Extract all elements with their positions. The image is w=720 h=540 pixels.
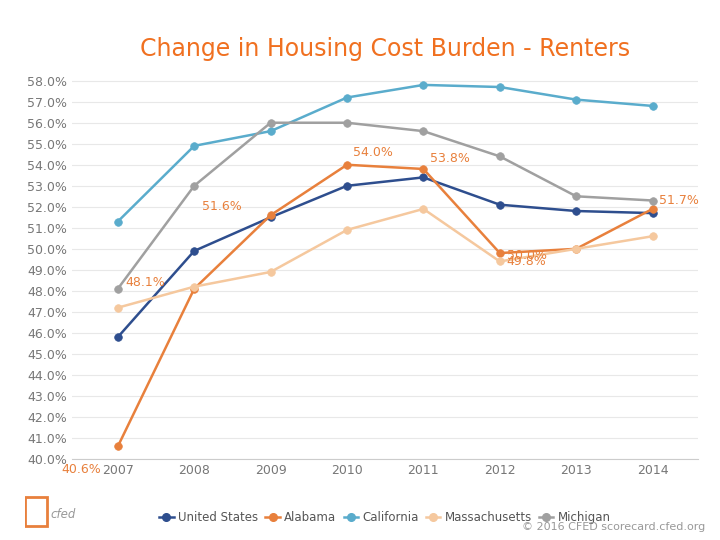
- Text: 51.7%: 51.7%: [659, 194, 698, 207]
- Text: © 2016 CFED scorecard.cfed.org: © 2016 CFED scorecard.cfed.org: [522, 522, 706, 532]
- Text: 50.0%: 50.0%: [507, 248, 547, 262]
- Text: 49.8%: 49.8%: [506, 255, 546, 268]
- Text: 48.1%: 48.1%: [125, 276, 165, 289]
- Legend: United States, Alabama, California, Massachusetts, Michigan: United States, Alabama, California, Mass…: [155, 507, 616, 529]
- Text: 51.6%: 51.6%: [202, 200, 242, 213]
- Text: cfed: cfed: [51, 508, 76, 522]
- Text: 40.6%: 40.6%: [61, 463, 101, 476]
- Bar: [25, 497, 47, 526]
- Text: 54.0%: 54.0%: [353, 146, 393, 159]
- Title: Change in Housing Cost Burden - Renters: Change in Housing Cost Burden - Renters: [140, 37, 630, 62]
- Text: 53.8%: 53.8%: [430, 152, 469, 165]
